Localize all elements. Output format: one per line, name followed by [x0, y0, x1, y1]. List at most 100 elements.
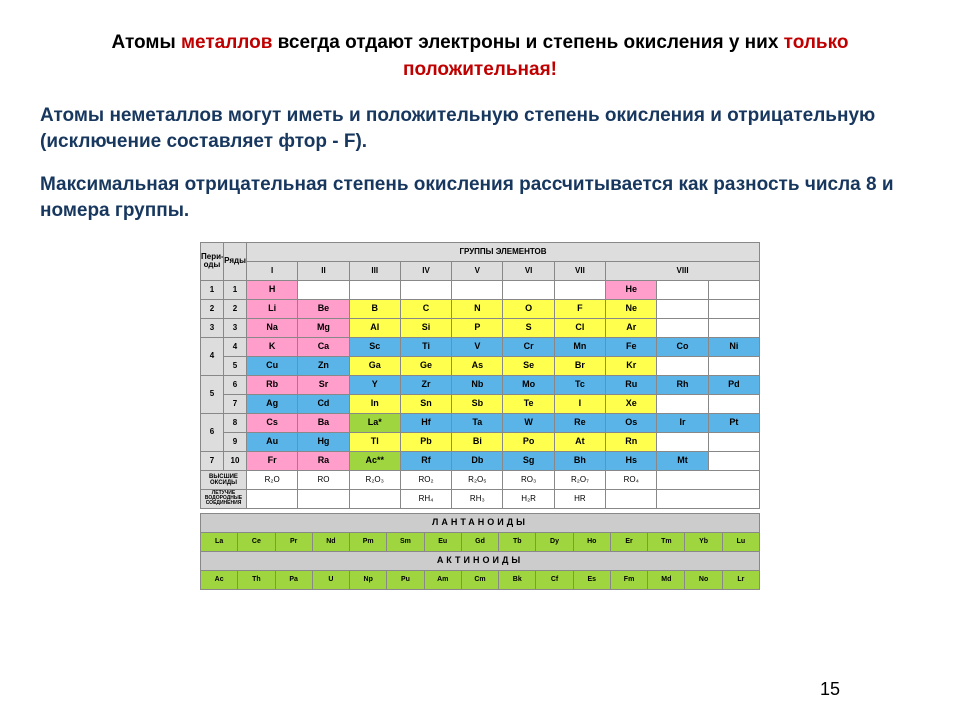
element-S: S	[503, 318, 554, 337]
element-Ta: Ta	[452, 413, 503, 432]
hydride-cell	[349, 489, 400, 508]
element-Ac: Ac	[201, 570, 238, 589]
title-text-1: Атомы	[112, 32, 181, 53]
element-Pm: Pm	[350, 532, 387, 551]
element-Cr: Cr	[503, 337, 554, 356]
element-Li: Li	[247, 299, 298, 318]
element-Sr: Sr	[298, 375, 349, 394]
element-Sm: Sm	[387, 532, 424, 551]
oxide-cell: RO₄	[606, 470, 657, 489]
element-Rn: Rn	[606, 432, 657, 451]
oxide-cell: R₂O₃	[349, 470, 400, 489]
element-Cf: Cf	[536, 570, 573, 589]
element-Cs: Cs	[247, 413, 298, 432]
period-6: 6	[201, 413, 224, 451]
group-VI: VI	[503, 261, 554, 280]
element-Re: Re	[554, 413, 605, 432]
element-Sn: Sn	[400, 394, 451, 413]
element-Ag: Ag	[247, 394, 298, 413]
element-Cm: Cm	[461, 570, 498, 589]
element-W: W	[503, 413, 554, 432]
oxide-cell: R₂O₅	[452, 470, 503, 489]
element-No: No	[685, 570, 722, 589]
element-Ra: Ra	[298, 451, 349, 470]
empty-cell	[708, 394, 759, 413]
periodic-table: Пери-одыРядыГРУППЫ ЭЛЕМЕНТОВIIIIIIIVVVIV…	[200, 242, 760, 509]
empty-cell	[657, 280, 708, 299]
element-Pb: Pb	[400, 432, 451, 451]
hydride-cell	[298, 489, 349, 508]
group-V: V	[452, 261, 503, 280]
row-6: 6	[224, 375, 247, 394]
empty-cell	[708, 356, 759, 375]
empty-cell	[708, 451, 759, 470]
oxide-cell: RO	[298, 470, 349, 489]
row-7: 7	[224, 394, 247, 413]
element-La: La	[201, 532, 238, 551]
element-Tm: Tm	[648, 532, 685, 551]
element-Ru: Ru	[606, 375, 657, 394]
paragraph-1: Атомы неметаллов могут иметь и положител…	[40, 103, 920, 154]
oxide-cell: R₂O	[247, 470, 298, 489]
element-Sc: Sc	[349, 337, 400, 356]
empty-cell	[349, 280, 400, 299]
row-8: 8	[224, 413, 247, 432]
oxide-cell: R₂O₇	[554, 470, 605, 489]
hydride-cell	[606, 489, 657, 508]
element-Pd: Pd	[708, 375, 759, 394]
element-Ca: Ca	[298, 337, 349, 356]
empty-cell	[657, 356, 708, 375]
element-Pa: Pa	[275, 570, 312, 589]
element-Md: Md	[648, 570, 685, 589]
element-Ar: Ar	[606, 318, 657, 337]
element-La*: La*	[349, 413, 400, 432]
row-1: 1	[224, 280, 247, 299]
lanthanides-label: ЛАНТАНОИДЫ	[201, 513, 760, 532]
element-Pr: Pr	[275, 532, 312, 551]
element-H: H	[247, 280, 298, 299]
title-metals: металлов	[181, 32, 272, 53]
element-Al: Al	[349, 318, 400, 337]
element-C: C	[400, 299, 451, 318]
element-P: P	[452, 318, 503, 337]
element-I: I	[554, 394, 605, 413]
oxide-label: ВЫСШИЕ ОКСИДЫ	[201, 470, 247, 489]
empty-cell	[708, 432, 759, 451]
title-text-2: всегда отдают электроны и степень окисле…	[272, 32, 783, 53]
element-Db: Db	[452, 451, 503, 470]
empty-cell	[708, 318, 759, 337]
hydride-cell	[247, 489, 298, 508]
element-Lr: Lr	[722, 570, 759, 589]
row-5: 5	[224, 356, 247, 375]
element-Pt: Pt	[708, 413, 759, 432]
periodic-table-wrap: Пери-одыРядыГРУППЫ ЭЛЕМЕНТОВIIIIIIIVVVIV…	[200, 242, 760, 590]
period-3: 3	[201, 318, 224, 337]
row-2: 2	[224, 299, 247, 318]
element-Br: Br	[554, 356, 605, 375]
element-Fr: Fr	[247, 451, 298, 470]
element-Th: Th	[238, 570, 275, 589]
element-As: As	[452, 356, 503, 375]
element-Ac**: Ac**	[349, 451, 400, 470]
element-Cl: Cl	[554, 318, 605, 337]
element-U: U	[312, 570, 349, 589]
oxide-cell: RO₃	[503, 470, 554, 489]
element-Tl: Tl	[349, 432, 400, 451]
period-2: 2	[201, 299, 224, 318]
period-5: 5	[201, 375, 224, 413]
element-Am: Am	[424, 570, 461, 589]
element-Bi: Bi	[452, 432, 503, 451]
element-Ti: Ti	[400, 337, 451, 356]
empty-cell	[400, 280, 451, 299]
paragraph-2: Максимальная отрицательная степень окисл…	[40, 172, 920, 223]
element-He: He	[606, 280, 657, 299]
group-VIII: VIII	[606, 261, 760, 280]
element-Y: Y	[349, 375, 400, 394]
lanthanide-table: ЛАНТАНОИДЫLaCePrNdPmSmEuGdTbDyHoErTmYbLu…	[200, 513, 760, 590]
element-Ce: Ce	[238, 532, 275, 551]
element-Os: Os	[606, 413, 657, 432]
actinides-label: АКТИНОИДЫ	[201, 551, 760, 570]
element-Kr: Kr	[606, 356, 657, 375]
group-VII: VII	[554, 261, 605, 280]
element-Ir: Ir	[657, 413, 708, 432]
